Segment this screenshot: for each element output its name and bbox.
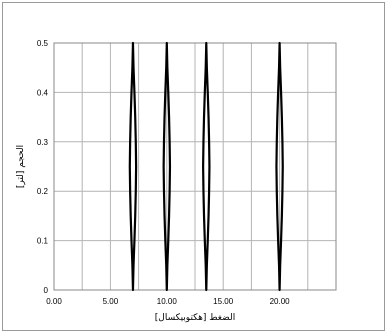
x-tick-label: 5.00 <box>103 297 119 306</box>
plot-area <box>53 42 337 291</box>
x-axis-title: الضغط [هكتوبيكسال] <box>155 313 235 323</box>
y-tick-label: 0.5 <box>37 39 49 48</box>
y-tick-label: 0 <box>44 286 49 295</box>
grid-layer <box>54 43 336 290</box>
y-axis-title: الحجم [لتر] <box>16 145 26 188</box>
chart-frame <box>2 2 385 331</box>
series-line-1 <box>128 41 138 292</box>
x-tick-label: 0.00 <box>46 297 62 306</box>
y-tick-label: 0.4 <box>37 88 49 97</box>
series-line-3 <box>202 41 211 292</box>
tick-layer: 0.00 5.00 10.00 15.00 20.00 0 0.1 0.2 0.3 0.4 0.5 <box>37 39 290 306</box>
x-tick-label: 20.00 <box>270 297 291 306</box>
series-layer <box>128 41 284 292</box>
x-tick-label: 10.00 <box>157 297 178 306</box>
y-tick-label: 0.1 <box>37 237 49 246</box>
series-line-2 <box>162 41 172 292</box>
x-tick-label: 15.00 <box>213 297 234 306</box>
y-tick-label: 0.2 <box>37 187 49 196</box>
series-line-4 <box>275 41 284 292</box>
y-tick-label: 0.3 <box>37 138 49 147</box>
